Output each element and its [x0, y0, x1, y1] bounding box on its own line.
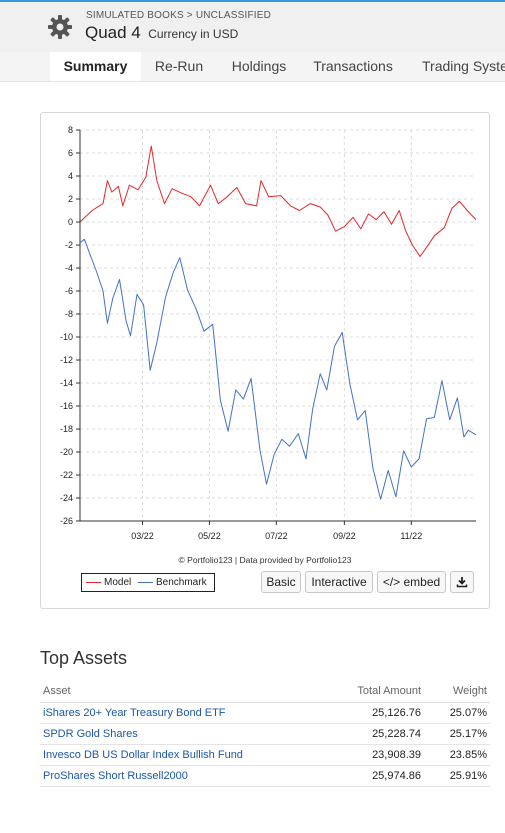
x-tick-label: 07/22 [265, 531, 288, 541]
x-tick-label: 03/22 [131, 531, 154, 541]
y-tick-label: -26 [60, 516, 73, 526]
top-assets-title: Top Assets [40, 648, 128, 668]
legend-item-benchmark[interactable]: Benchmark [138, 577, 207, 588]
download-icon [456, 577, 468, 588]
legend-item-model[interactable]: Model [86, 577, 131, 588]
asset-weight: 25.17% [424, 723, 490, 745]
embed-button[interactable]: </> embed [377, 571, 446, 593]
page-header: SIMULATED BOOKS > UNCLASSIFIED Quad 4 Cu… [0, 2, 505, 52]
table-header-row: Asset Total Amount Weight [40, 680, 490, 703]
tab-holdings[interactable]: Holdings [231, 58, 287, 74]
title-row: Quad 4 Currency in USD [85, 23, 238, 43]
tab-bar: Summary Re-Run Holdings Transactions Tra… [0, 52, 505, 82]
table-row: SPDR Gold Shares 25,228.74 25.17% [40, 723, 490, 745]
asset-weight: 25.91% [424, 765, 490, 787]
chart-series [79, 145, 477, 500]
legend-swatch-model [86, 581, 101, 583]
gear-icon[interactable] [47, 14, 73, 40]
top-accent-line [0, 0, 505, 2]
tab-re-run[interactable]: Re-Run [154, 58, 204, 74]
column-header-total-amount[interactable]: Total Amount [330, 680, 424, 703]
y-tick-label: -10 [60, 332, 73, 342]
y-tick-label: -24 [60, 493, 73, 503]
basic-button[interactable]: Basic [261, 571, 301, 593]
legend-label-model: Model [104, 577, 132, 588]
table-row: Invesco DB US Dollar Index Bullish Fund … [40, 744, 490, 766]
tab-summary[interactable]: Summary [50, 52, 141, 81]
page-title: Quad 4 [85, 23, 141, 42]
table-row: iShares 20+ Year Treasury Bond ETF 25,12… [40, 702, 490, 724]
asset-link[interactable]: Invesco DB US Dollar Index Bullish Fund [40, 744, 330, 766]
asset-amount: 25,974.86 [330, 765, 424, 787]
y-tick-label: -2 [65, 240, 73, 250]
y-tick-label: -18 [60, 424, 73, 434]
interactive-button[interactable]: Interactive [305, 571, 373, 593]
series-line-model [79, 145, 477, 257]
y-tick-label: -6 [65, 286, 73, 296]
chart-credit: © Portfolio123 | Data provided by Portfo… [179, 555, 352, 565]
y-tick-label: 6 [68, 148, 73, 158]
tab-transactions[interactable]: Transactions [313, 58, 393, 74]
y-tick-label: -22 [60, 470, 73, 480]
column-header-weight[interactable]: Weight [424, 680, 490, 703]
y-tick-label: 0 [68, 217, 73, 227]
asset-link[interactable]: SPDR Gold Shares [40, 723, 330, 745]
y-tick-label: 4 [68, 171, 73, 181]
asset-weight: 25.07% [424, 702, 490, 724]
y-tick-label: 2 [68, 194, 73, 204]
asset-amount: 25,228.74 [330, 723, 424, 745]
y-tick-label: -12 [60, 355, 73, 365]
x-tick-label: 05/22 [198, 531, 221, 541]
chart-panel: 8 6 4 2 0 -2 -4 -6 -8 -10 -12 -14 -16 -18 -20 -22 -24 -26… [40, 112, 490, 609]
currency-label: Currency in USD [148, 27, 239, 41]
column-header-asset[interactable]: Asset [40, 680, 330, 703]
y-tick-label: -20 [60, 447, 73, 457]
x-tick-label: 09/22 [333, 531, 356, 541]
chart-grid [80, 129, 476, 522]
table-row: ProShares Short Russell2000 25,974.86 25… [40, 765, 490, 787]
breadcrumb[interactable]: SIMULATED BOOKS > UNCLASSIFIED [86, 10, 272, 21]
chart-axes: 8 6 4 2 0 -2 -4 -6 -8 -10 -12 -14 -16 -18 -20 -22 -24 -26… [60, 125, 476, 541]
asset-weight: 23.85% [424, 744, 490, 766]
tab-trading-system[interactable]: Trading Syster [422, 58, 505, 74]
top-assets-table: Asset Total Amount Weight iShares 20+ Ye… [40, 680, 490, 787]
x-tick-label: 11/22 [400, 531, 422, 541]
asset-link[interactable]: ProShares Short Russell2000 [40, 765, 330, 787]
performance-chart[interactable]: 8 6 4 2 0 -2 -4 -6 -8 -10 -12 -14 -16 -18 -20 -22 -24 -26… [41, 113, 489, 608]
chart-legend: Model Benchmark [81, 573, 215, 592]
y-tick-label: -16 [60, 401, 73, 411]
y-tick-label: -8 [65, 309, 73, 319]
download-button[interactable] [450, 571, 474, 593]
asset-amount: 25,126.76 [330, 702, 424, 724]
legend-label-benchmark: Benchmark [156, 577, 207, 588]
asset-amount: 23,908.39 [330, 744, 424, 766]
y-tick-label: -14 [60, 378, 73, 388]
asset-link[interactable]: iShares 20+ Year Treasury Bond ETF [40, 702, 330, 724]
y-tick-label: -4 [65, 263, 73, 273]
y-tick-label: 8 [68, 125, 73, 135]
series-line-benchmark [79, 238, 477, 500]
legend-swatch-benchmark [138, 581, 153, 583]
